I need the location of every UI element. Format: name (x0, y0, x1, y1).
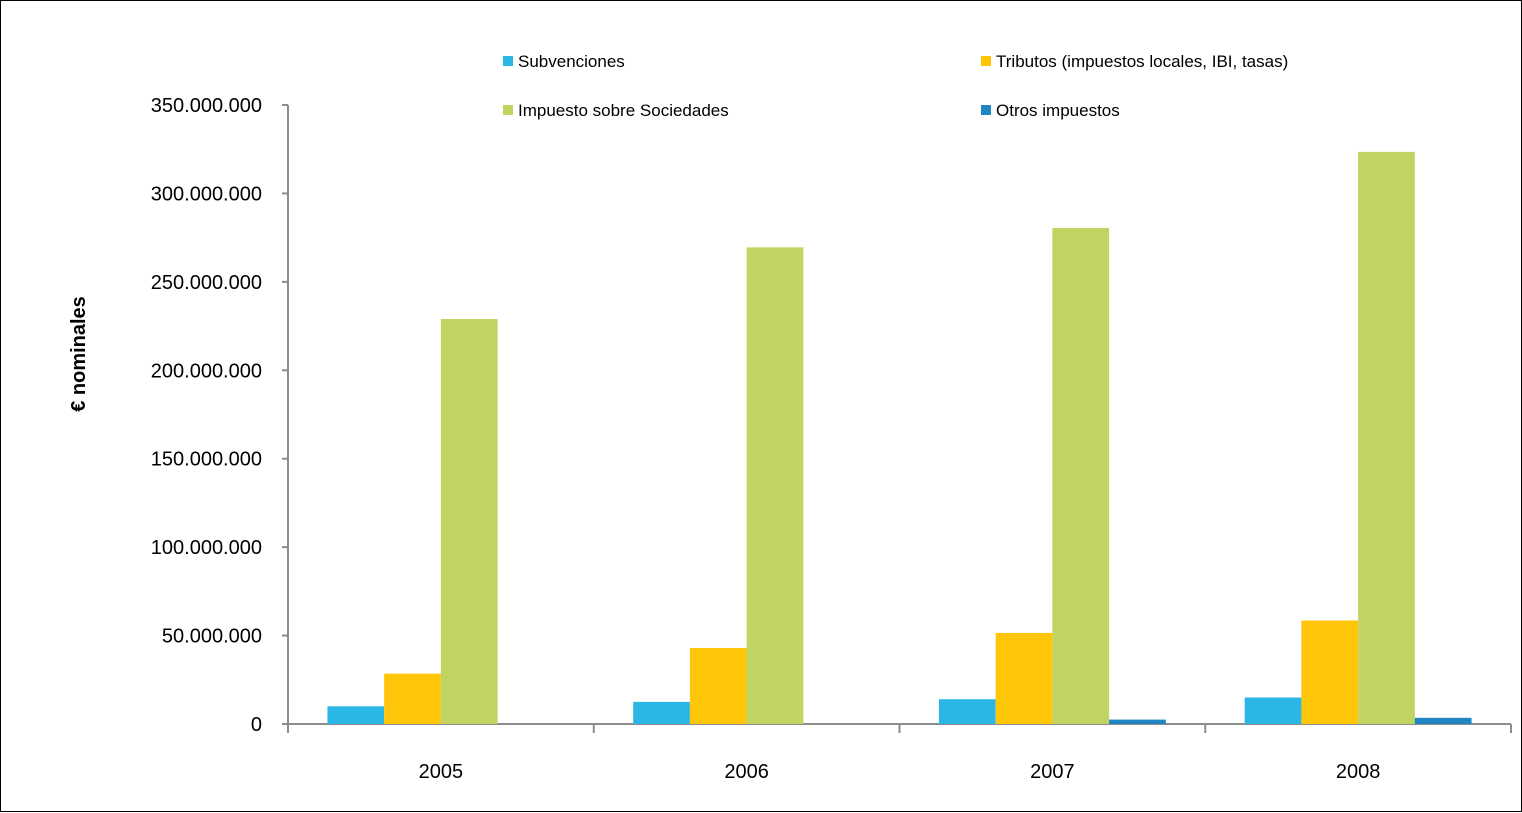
y-axis-title: € nominales (68, 296, 90, 412)
bars (327, 151, 1472, 725)
bar-4-2007 (1109, 719, 1166, 724)
x-tick-label: 2006 (724, 761, 769, 783)
bar-2-2006 (689, 647, 747, 724)
y-tick-label: 150.000.000 (151, 449, 262, 471)
y-tick-label: 50.000.000 (162, 626, 262, 648)
y-tick-label: 100.000.000 (151, 537, 262, 559)
legend-label: Impuesto sobre Sociedades (518, 101, 729, 120)
bar-3-2006 (746, 247, 804, 724)
bar-1-2005 (327, 706, 385, 724)
legend: Subvenciones Tributos (impuestos locales,… (503, 52, 1288, 120)
bar-1-2008 (1244, 697, 1302, 724)
bar-3-2008 (1358, 151, 1415, 725)
legend-item: Subvenciones (503, 52, 625, 71)
bar-4-2008 (1414, 717, 1472, 724)
bar-1-2007 (938, 699, 996, 724)
bar-2-2005 (384, 673, 441, 724)
x-tick-label: 2008 (1336, 761, 1381, 783)
bar-1-2006 (633, 701, 690, 724)
legend-swatch (503, 105, 513, 115)
legend-swatch (981, 56, 991, 66)
y-tick-label: 200.000.000 (151, 360, 262, 382)
x-tick-label: 2007 (1030, 761, 1075, 783)
bar-2-2008 (1301, 620, 1359, 724)
legend-label: Tributos (impuestos locales, IBI, tasas) (996, 52, 1288, 71)
bar-3-2007 (1052, 227, 1110, 724)
x-tick-label: 2005 (419, 761, 464, 783)
legend-swatch (981, 105, 991, 115)
y-axis: 0 50.000.000 100.000.000 150.000.000 200.000… (151, 95, 289, 736)
y-tick-label: 350.000.000 (151, 95, 262, 117)
y-tick-label: 300.000.000 (151, 183, 262, 205)
x-axis: 2005 2006 2007 2008 (287, 723, 1512, 783)
legend-item: Impuesto sobre Sociedades (503, 101, 729, 120)
legend-item: Otros impuestos (981, 101, 1120, 120)
legend-label: Otros impuestos (996, 101, 1120, 120)
legend-swatch (503, 56, 513, 66)
y-tick-label: 250.000.000 (151, 272, 262, 294)
y-tick-label: 0 (251, 714, 262, 736)
bar-2-2007 (995, 632, 1053, 724)
legend-item: Tributos (impuestos locales, IBI, tasas) (981, 52, 1288, 71)
legend-label: Subvenciones (518, 52, 625, 71)
bar-3-2005 (440, 318, 498, 724)
